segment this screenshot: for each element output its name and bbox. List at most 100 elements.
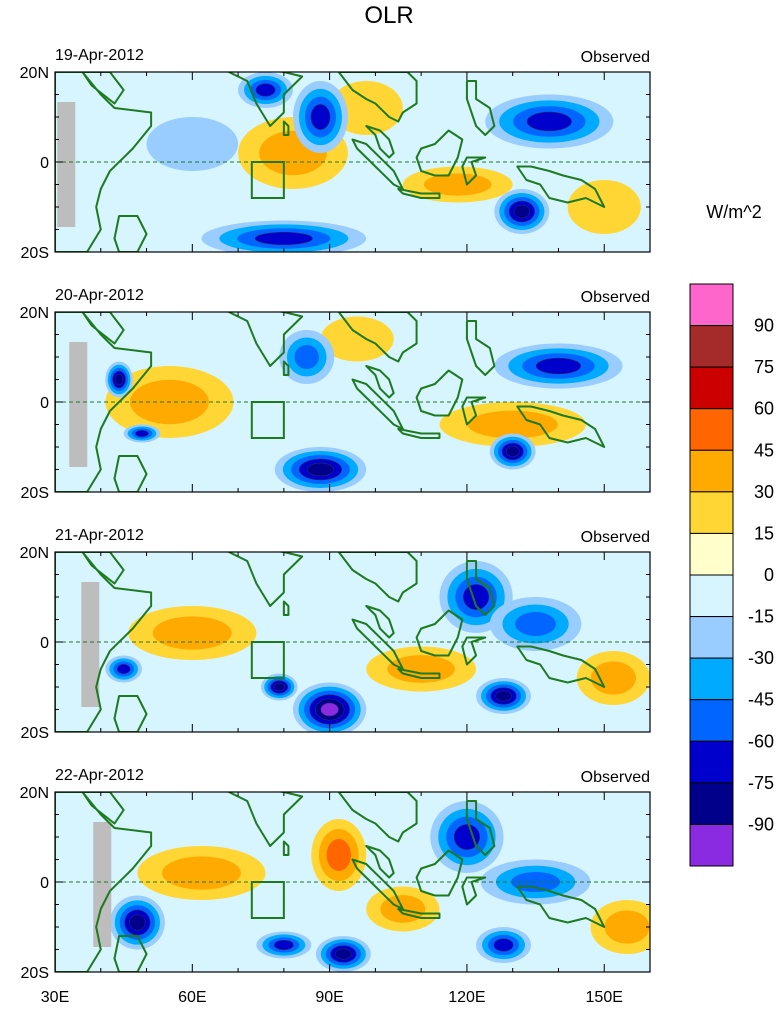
coastline [516, 645, 606, 688]
coastline [227, 312, 304, 367]
y-tick-label: 20N [20, 545, 49, 562]
contour-level [329, 81, 403, 135]
y-tick-label: 20N [20, 65, 49, 82]
negative-anomaly [123, 424, 161, 443]
coastline [282, 120, 290, 136]
contour-level [320, 316, 394, 362]
coastline [351, 858, 404, 910]
coastline [351, 378, 404, 430]
coastline [397, 428, 441, 439]
coastlines [55, 792, 606, 972]
map-panel: 20N 0 20S 22-Apr-2012 Observed [20, 767, 651, 982]
colorbar-label: 30 [754, 482, 774, 502]
contour-level [146, 117, 239, 171]
positive-anomaly [311, 819, 367, 891]
contour-level [467, 410, 558, 439]
x-tick-label: 60E [178, 989, 206, 1006]
y-tick-label: 20S [21, 725, 49, 742]
contour-level [162, 856, 241, 890]
positive-anomaly [320, 316, 394, 362]
colorbar-label: -15 [748, 607, 774, 627]
contour-level [152, 616, 232, 650]
negative-anomaly [476, 927, 531, 963]
colorbar-label: -90 [748, 814, 774, 834]
contour-level [423, 173, 492, 196]
contour-level [453, 824, 480, 850]
coastline [113, 215, 148, 252]
y-tick-label: 20N [20, 785, 49, 802]
coastline [365, 845, 395, 879]
contour-level [307, 462, 334, 477]
coastline [351, 618, 404, 670]
negative-anomaly [201, 220, 367, 252]
chart-title: OLR [364, 2, 413, 29]
contour-level [294, 345, 319, 369]
contour-level [590, 661, 636, 695]
x-tick-label: 30E [41, 989, 69, 1006]
colorbar-swatch [689, 616, 734, 659]
colorbar-swatch [689, 449, 734, 493]
contour-level [273, 940, 294, 950]
negative-anomaly [494, 343, 623, 389]
colorbar-label: -75 [748, 773, 774, 793]
negative-anomaly [476, 678, 531, 714]
colorbar-swatch [689, 823, 734, 867]
coastline [282, 840, 290, 856]
coastline [113, 935, 148, 972]
colorbar: 90 75 60 45 30 15 0 -15 -30 -45 -60 -75 -90 [689, 283, 774, 867]
contour-level [535, 357, 582, 375]
y-tick-label: 20S [21, 245, 49, 262]
negative-anomaly [146, 117, 239, 171]
panel-date: 22-Apr-2012 [55, 767, 144, 784]
coastline [337, 552, 418, 603]
contour-level [273, 682, 285, 692]
coastline [397, 188, 441, 199]
x-tick-label: 120E [448, 989, 485, 1006]
coastline [282, 600, 290, 616]
coastline [55, 72, 153, 252]
coastline [227, 72, 304, 127]
coastline [337, 312, 418, 363]
colorbar-label: 75 [754, 357, 774, 377]
contour-level [320, 702, 339, 717]
coastlines [55, 552, 606, 732]
contour-level [310, 104, 331, 130]
missing-data-region [69, 342, 88, 467]
colorbar-label: 45 [754, 440, 774, 460]
y-tick-label: 0 [40, 395, 49, 412]
coastline [81, 72, 125, 105]
colorbar-swatch [689, 366, 734, 410]
coastline [415, 369, 464, 417]
colorbar-label: -45 [748, 690, 774, 710]
coastline [81, 792, 125, 825]
colorbar-swatch [689, 574, 734, 618]
negative-anomaly [105, 655, 142, 683]
panel-date: 19-Apr-2012 [55, 47, 144, 64]
contour-level [135, 430, 149, 437]
observed-label: Observed [581, 529, 650, 546]
contour-level [495, 690, 512, 702]
coastline [227, 552, 304, 607]
positive-anomaly [366, 646, 477, 692]
coastline [465, 80, 496, 136]
negative-anomaly [293, 682, 367, 732]
x-tick-label: 90E [315, 989, 343, 1006]
negative-anomaly [489, 597, 582, 651]
negative-anomaly [238, 72, 293, 108]
contour-level [254, 231, 313, 246]
colorbar-label: -60 [748, 731, 774, 751]
contour-level [515, 612, 556, 636]
coastline [81, 312, 125, 345]
coastline [516, 405, 606, 448]
observed-label: Observed [581, 289, 650, 306]
y-tick-label: 20S [21, 965, 49, 982]
negative-anomaly [494, 189, 550, 234]
coastline [415, 609, 464, 657]
y-tick-label: 0 [40, 635, 49, 652]
coastline [81, 552, 125, 585]
panels-group: 20N 0 20S 19-Apr-2012 Observed 20N 0 20S 20-Apr-… [20, 47, 651, 1006]
panel-date: 20-Apr-2012 [55, 287, 144, 304]
missing-data-region [57, 102, 76, 227]
colorbar-label: 15 [754, 523, 774, 543]
map-panel: 20N 0 20S 20-Apr-2012 Observed [20, 287, 651, 502]
